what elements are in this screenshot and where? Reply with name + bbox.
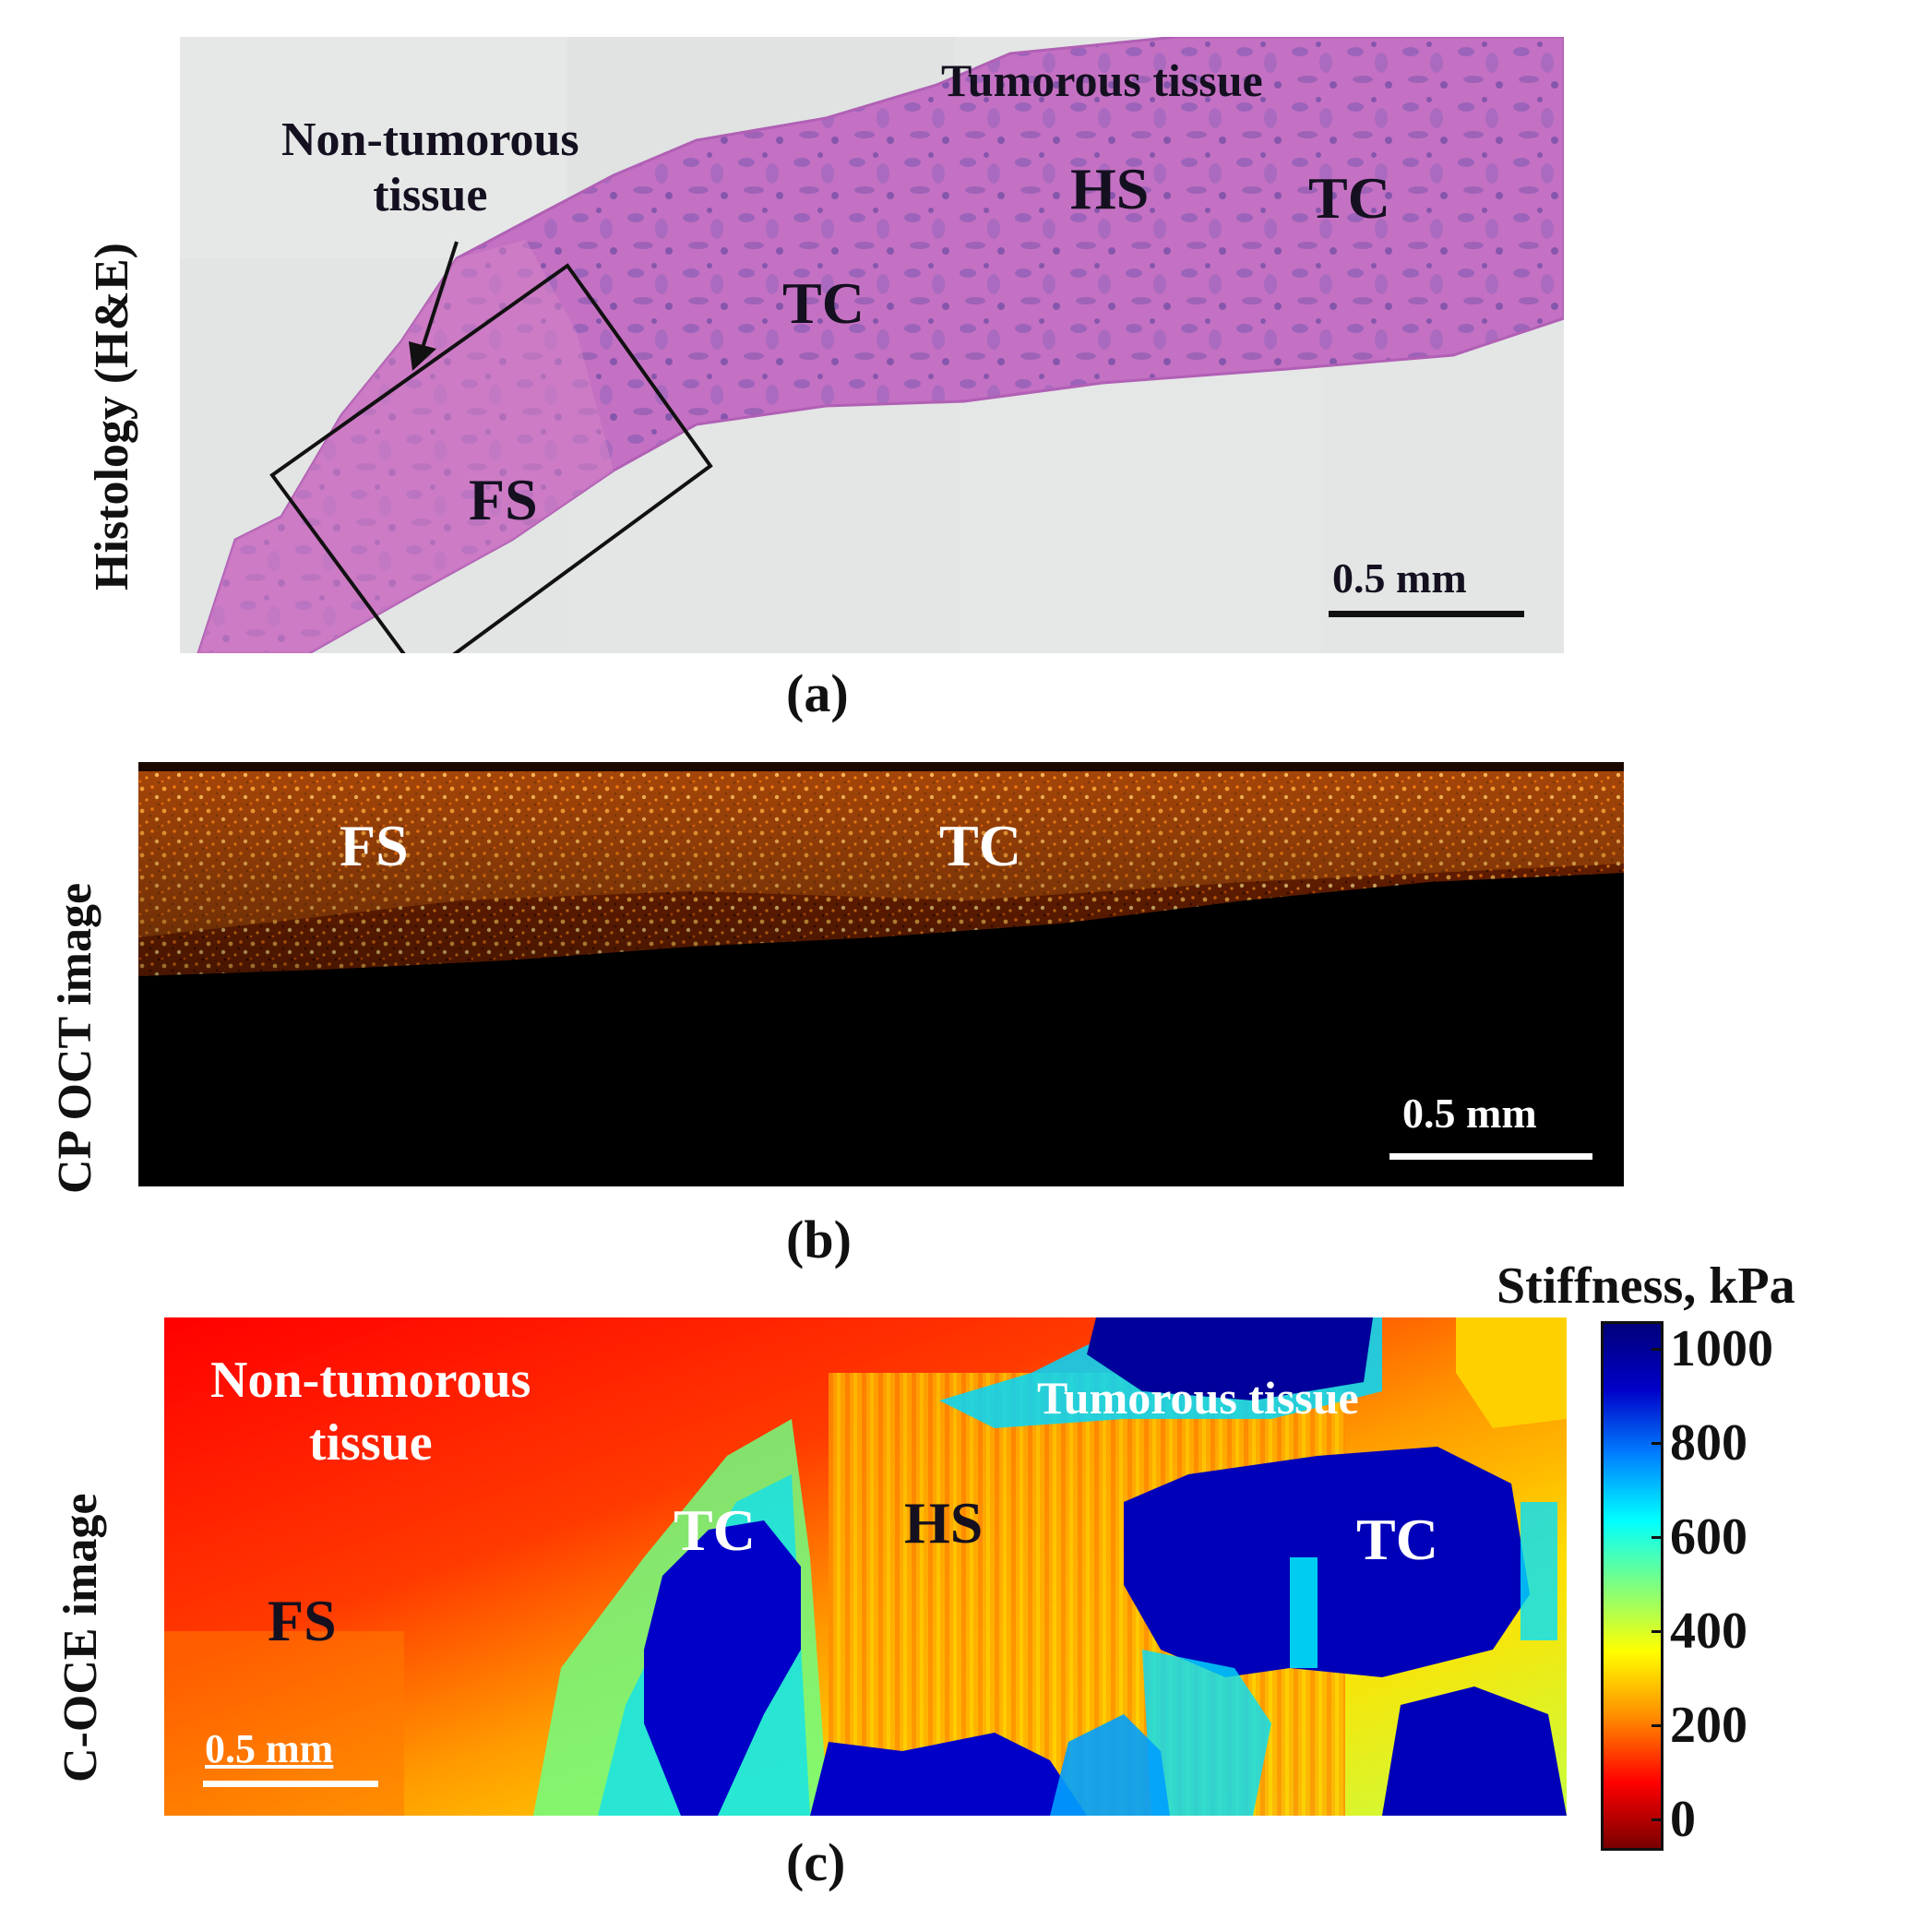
panel-c-scale-bar	[203, 1781, 378, 1787]
panel-a-label-fs: FS	[469, 467, 538, 532]
panel-b-axis-label: CP OCT image	[49, 882, 101, 1194]
panel-a-scale-bar-label: 0.5 mm	[1332, 554, 1467, 602]
colorbar-tick-label: 200	[1670, 1697, 1747, 1754]
colorbar-tick-label: 600	[1670, 1508, 1747, 1566]
colorbar-title: Stiffness, kPa	[1497, 1257, 1795, 1315]
panel-c-label-fs: FS	[268, 1588, 337, 1653]
panel-a-axis-label: Histology (H&E)	[86, 243, 138, 590]
panel-b-scale-bar	[1389, 1153, 1592, 1160]
colorbar-tick-label: 1000	[1670, 1320, 1773, 1377]
panel-c-label-hs: HS	[904, 1490, 984, 1555]
colorbar-tick-mark	[1652, 1724, 1663, 1727]
panel-c-caption: (c)	[786, 1832, 846, 1892]
colorbar-tick-mark	[1652, 1630, 1663, 1633]
colorbar-tick-mark	[1652, 1818, 1663, 1821]
panel-a-label-hs: HS	[1070, 156, 1150, 221]
panel-b-caption: (b)	[786, 1210, 852, 1269]
colorbar-tick-label: 0	[1670, 1791, 1696, 1848]
panel-a-label-non-tumorous: Non-tumorous tissue	[281, 113, 579, 221]
stiffness-map-layer	[164, 1317, 1567, 1816]
panel-c-label-non-tumorous: Non-tumorous tissue	[210, 1352, 531, 1472]
oct-signal-layer	[138, 762, 1624, 976]
colorbar-gradient	[1604, 1324, 1661, 1848]
histology-tissue-shape	[180, 37, 1564, 653]
panel-c-label-tc-left: TC	[674, 1497, 756, 1563]
histology-image	[180, 37, 1564, 653]
panel-a-label-tc-middle: TC	[782, 270, 865, 336]
panel-c-scale-bar-label: 0.5 mm	[205, 1726, 334, 1771]
panel-a-scale-bar	[1329, 611, 1524, 617]
colorbar-tick-mark	[1652, 1348, 1663, 1351]
panel-a-label-tumorous: Tumorous tissue	[941, 54, 1263, 106]
panel-b-scale-bar-label: 0.5 mm	[1402, 1090, 1537, 1137]
panel-b-label-tc: TC	[939, 813, 1021, 878]
panel-c-label-tc-right: TC	[1356, 1507, 1438, 1572]
colorbar-scale	[1601, 1321, 1664, 1851]
colorbar-tick-mark	[1652, 1536, 1663, 1539]
colorbar-tick-mark	[1652, 1442, 1663, 1445]
panel-c-axis-label: C-OCE image	[54, 1493, 107, 1782]
colorbar-tick-label: 800	[1670, 1414, 1747, 1472]
colorbar-tick-label: 400	[1670, 1603, 1747, 1660]
panel-b-label-fs: FS	[340, 813, 409, 878]
panel-c-label-tumorous: Tumorous tissue	[1037, 1372, 1359, 1424]
c-oce-stiffness-map	[164, 1317, 1567, 1816]
panel-a-label-tc-right: TC	[1308, 165, 1390, 231]
cp-oct-image	[138, 762, 1624, 1186]
panel-a-caption: (a)	[786, 663, 849, 723]
